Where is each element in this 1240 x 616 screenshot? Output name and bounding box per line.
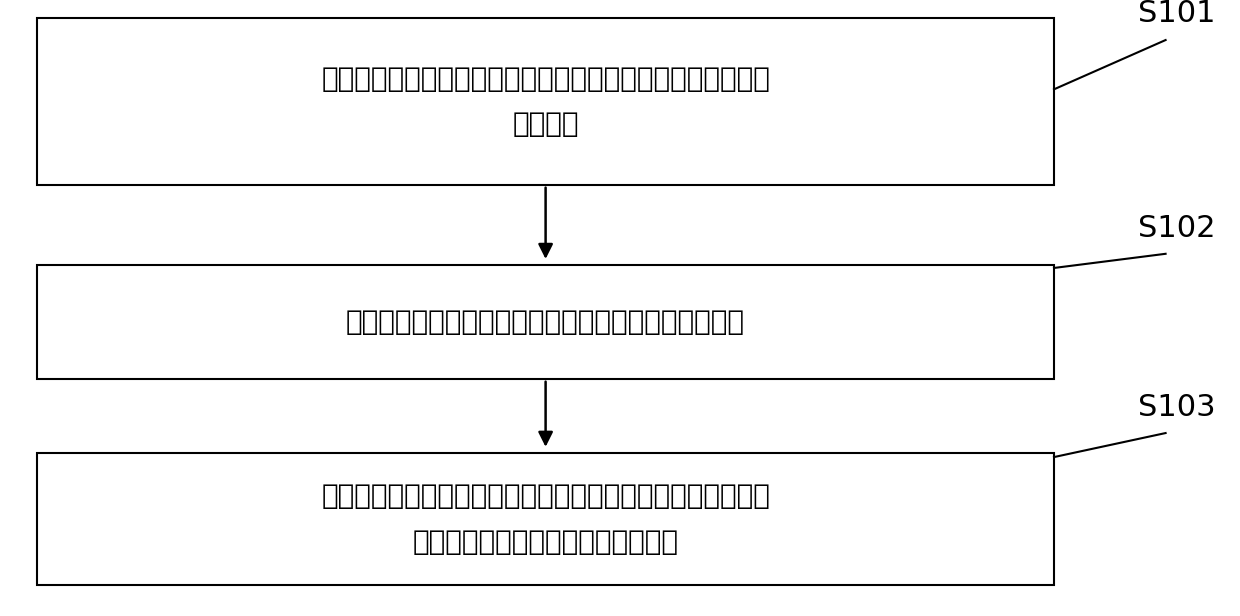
FancyBboxPatch shape <box>37 265 1054 379</box>
Text: S103: S103 <box>1137 393 1215 422</box>
FancyBboxPatch shape <box>37 453 1054 585</box>
Text: 在扫地机器人执行清扫任务时，从环境地图中获取目标区块的
特征信息: 在扫地机器人执行清扫任务时，从环境地图中获取目标区块的 特征信息 <box>321 65 770 139</box>
Text: S102: S102 <box>1138 214 1215 243</box>
Text: S101: S101 <box>1138 0 1215 28</box>
FancyBboxPatch shape <box>37 18 1054 185</box>
Text: 若目标区块需要清扫，则控制扫地机器人从目标区块的入口进
入目标区块，并对目标区块进行清扫: 若目标区块需要清扫，则控制扫地机器人从目标区块的入口进 入目标区块，并对目标区块… <box>321 482 770 556</box>
Text: 基于目标区块的特征信息，判断目标区块是否需要清扫: 基于目标区块的特征信息，判断目标区块是否需要清扫 <box>346 308 745 336</box>
